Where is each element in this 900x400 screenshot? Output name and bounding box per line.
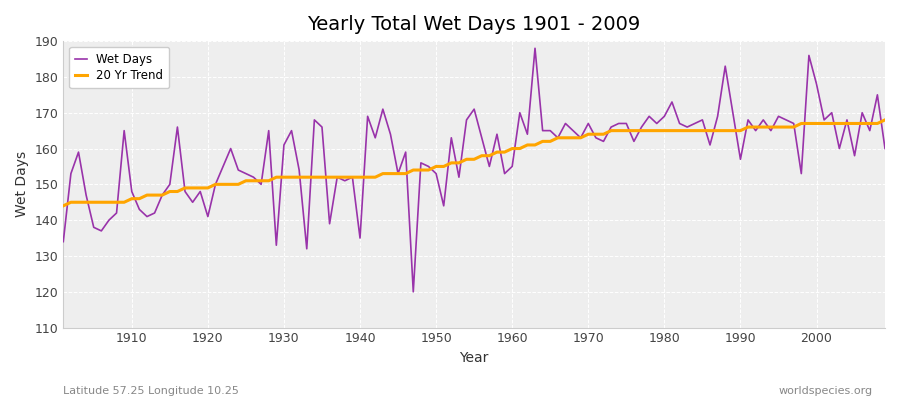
- Wet Days: [529, 46, 540, 51]
- Wet Days: [286, 128, 297, 133]
- Title: Yearly Total Wet Days 1901 - 2009: Yearly Total Wet Days 1901 - 2009: [308, 15, 641, 34]
- 20 Yr Trend: [119, 200, 130, 205]
- Text: Latitude 57.25 Longitude 10.25: Latitude 57.25 Longitude 10.25: [63, 386, 238, 396]
- 20 Yr Trend: [332, 175, 343, 180]
- Wet Days: [119, 128, 130, 133]
- Wet Days: [515, 110, 526, 115]
- 20 Yr Trend: [58, 204, 68, 208]
- Line: Wet Days: Wet Days: [63, 48, 885, 292]
- Wet Days: [332, 175, 343, 180]
- Text: worldspecies.org: worldspecies.org: [778, 386, 873, 396]
- 20 Yr Trend: [507, 146, 517, 151]
- Wet Days: [879, 146, 890, 151]
- Wet Days: [58, 239, 68, 244]
- Wet Days: [613, 121, 624, 126]
- Wet Days: [408, 289, 418, 294]
- X-axis label: Year: Year: [460, 351, 489, 365]
- Legend: Wet Days, 20 Yr Trend: Wet Days, 20 Yr Trend: [69, 47, 169, 88]
- Wet Days: [507, 164, 517, 169]
- Line: 20 Yr Trend: 20 Yr Trend: [63, 120, 885, 206]
- Y-axis label: Wet Days: Wet Days: [15, 151, 29, 218]
- 20 Yr Trend: [286, 175, 297, 180]
- 20 Yr Trend: [500, 150, 510, 154]
- 20 Yr Trend: [598, 132, 609, 137]
- 20 Yr Trend: [879, 118, 890, 122]
